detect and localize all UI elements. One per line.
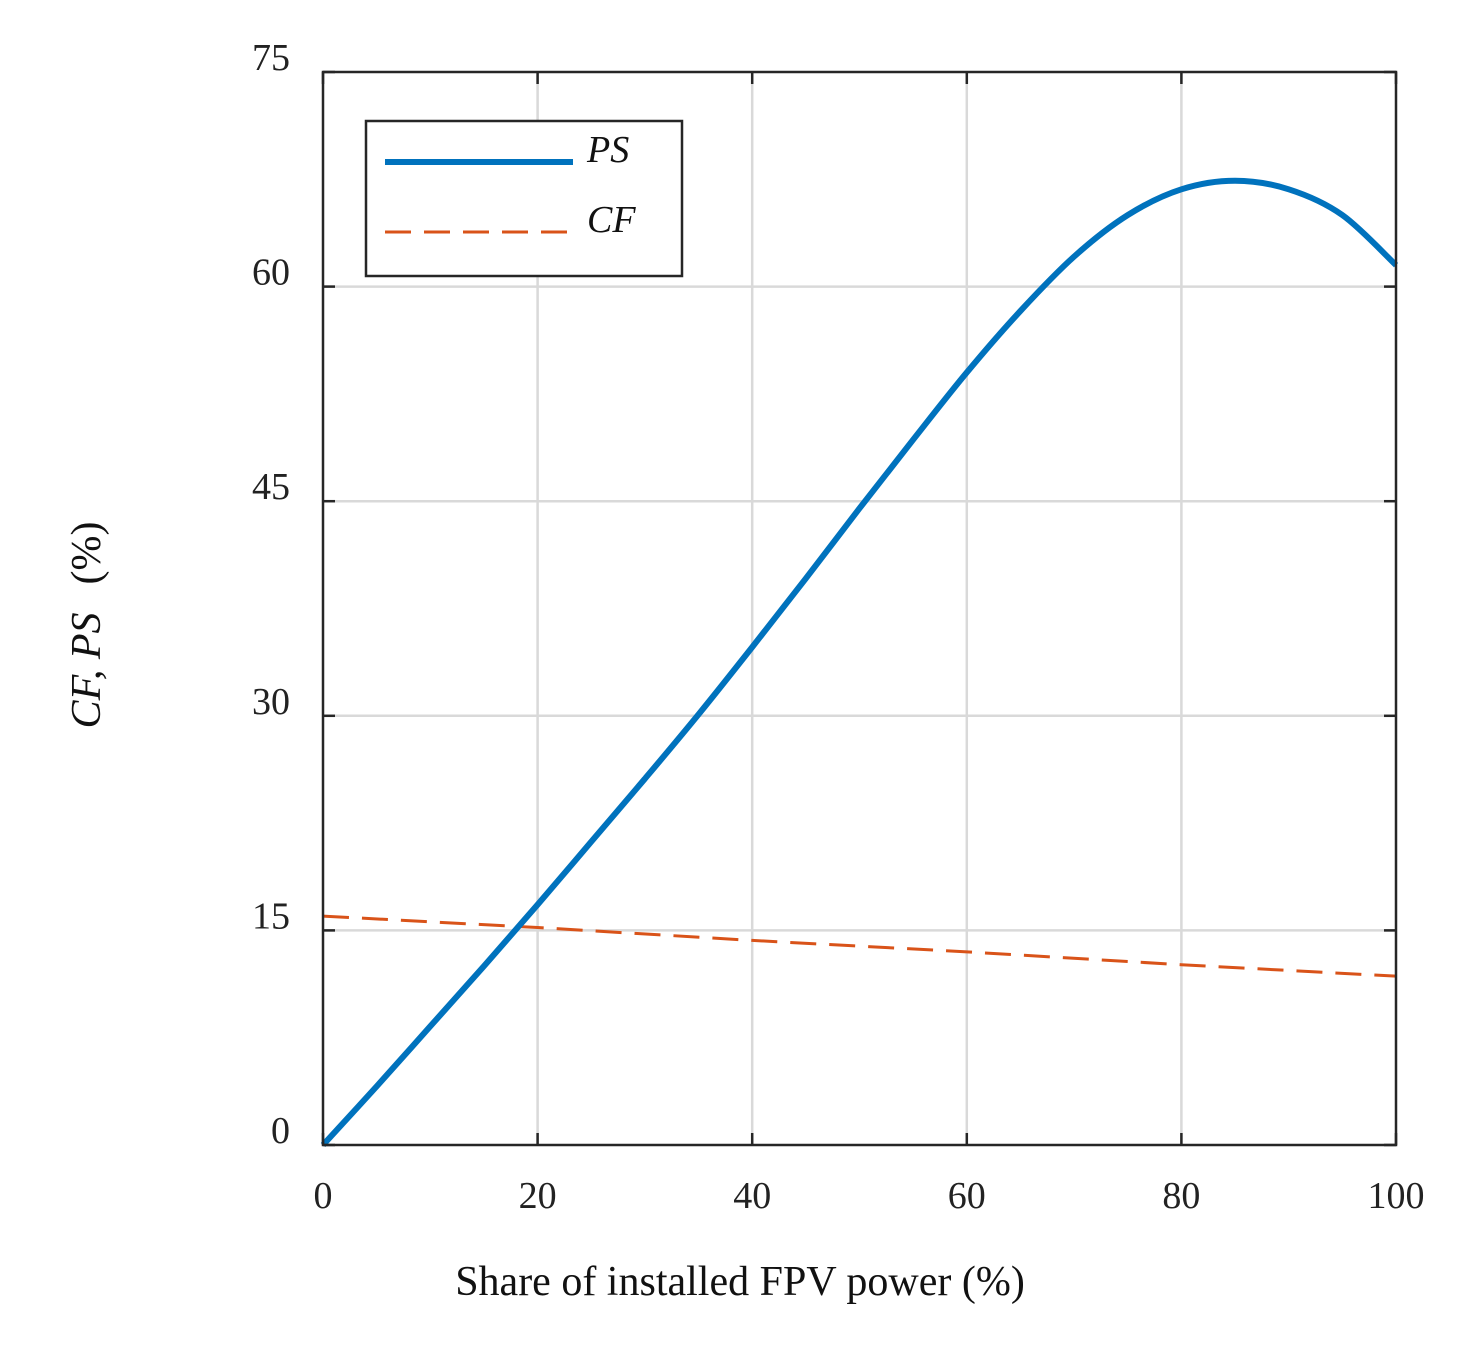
y-axis-title: CF, PS (%)	[64, 522, 110, 729]
y-tick-label: 0	[271, 1110, 290, 1152]
y-axis-title-unit: (%)	[64, 522, 110, 585]
x-tick-label: 0	[314, 1175, 333, 1217]
y-axis-title-italic: CF, PS	[64, 613, 110, 729]
y-tick-label: 45	[252, 466, 290, 508]
legend-label-cf: CF	[587, 199, 636, 241]
legend-label-ps: PS	[586, 129, 629, 171]
y-tick-label: 75	[252, 37, 290, 79]
legend: PS CF	[366, 121, 682, 276]
x-tick-label: 60	[948, 1175, 986, 1217]
x-tick-label: 40	[733, 1175, 771, 1217]
y-tick-label: 60	[252, 252, 290, 294]
x-tick-label: 100	[1368, 1175, 1425, 1217]
y-tick-label: 30	[252, 681, 290, 723]
x-tick-label: 80	[1162, 1175, 1200, 1217]
x-tick-label: 20	[519, 1175, 557, 1217]
chart: 0 20 40 60 80 100 0 15 30 45 60 75 Share of instal…	[0, 0, 1462, 1364]
x-axis-title: Share of installed FPV power (%)	[455, 1259, 1025, 1305]
y-tick-label: 15	[252, 895, 290, 937]
